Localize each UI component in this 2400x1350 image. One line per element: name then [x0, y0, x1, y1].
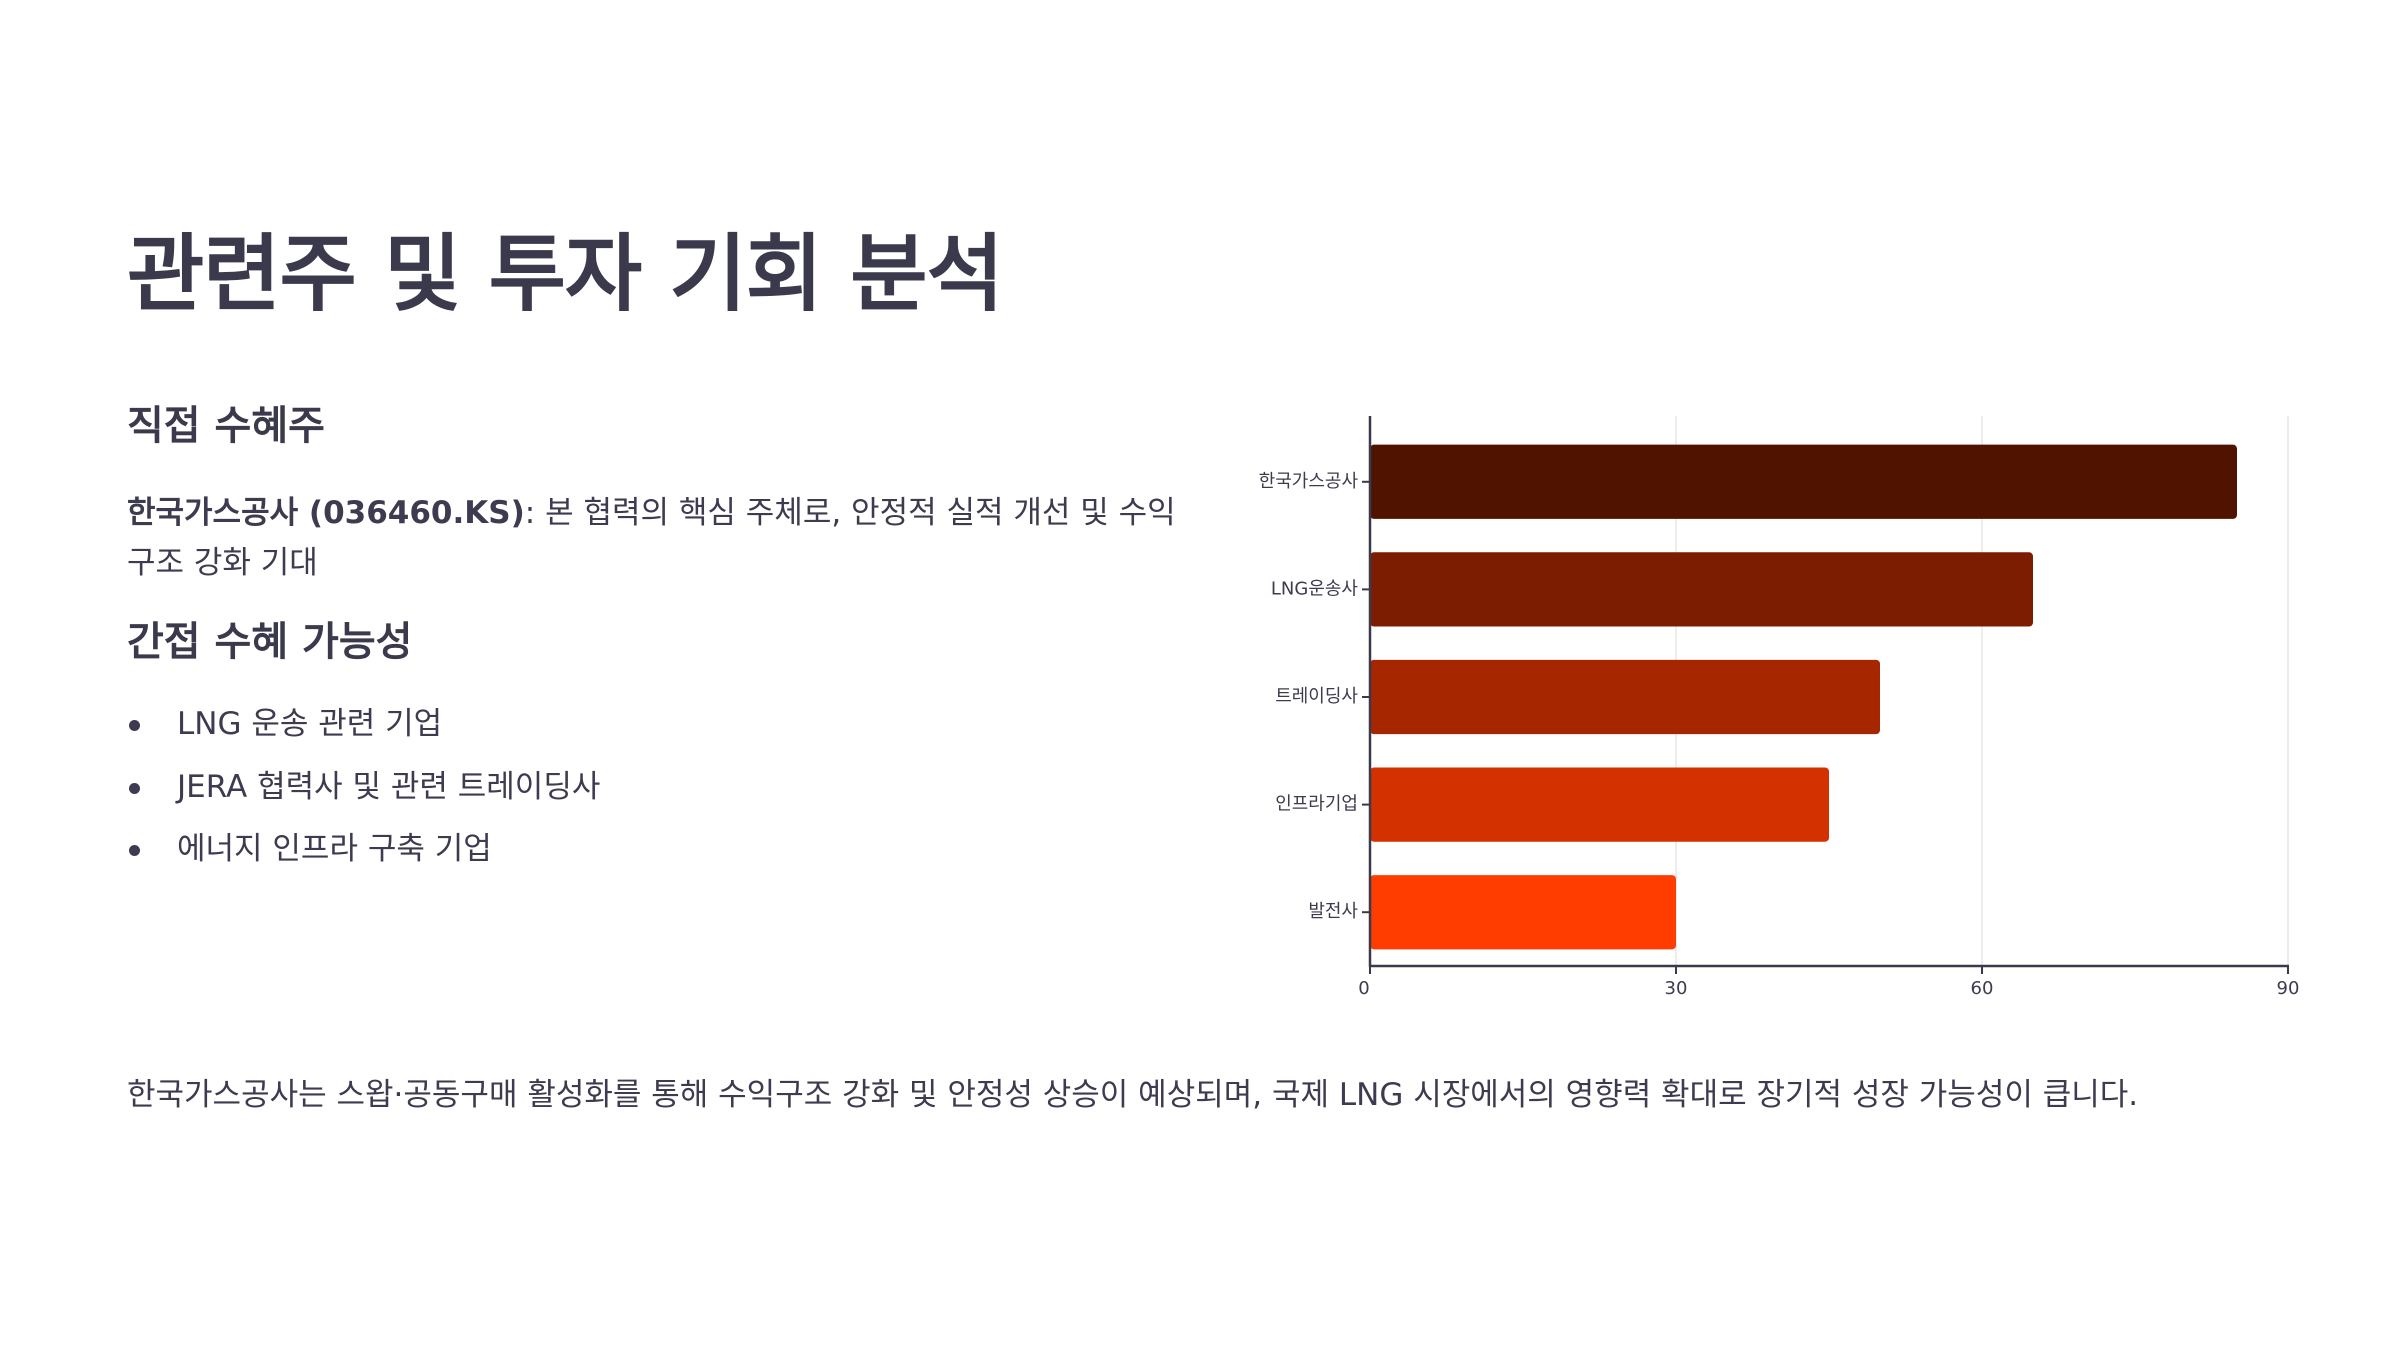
bar: [1370, 875, 1676, 950]
list-item: JERA 협력사 및 관련 트레이딩사: [127, 767, 1187, 807]
indirect-beneficiary-heading: 간접 수혜 가능성: [127, 619, 413, 666]
list-item-text: JERA 협력사 및 관련 트레이딩사: [177, 768, 601, 805]
company-name: 한국가스공사 (036460.KS): [127, 495, 525, 531]
indirect-beneficiary-list: LNG 운송 관련 기업 JERA 협력사 및 관련 트레이딩사 에너지 인프라…: [127, 704, 1187, 869]
direct-beneficiary-heading: 직접 수혜주: [127, 403, 325, 449]
summary-text: 한국가스공사는 스왑·공동구매 활성화를 통해 수익구조 강화 및 안정성 상승…: [127, 1077, 2139, 1113]
page-title: 관련주 및 투자 기회 분석: [127, 225, 1004, 323]
y-tick-label: 트레이딩사: [1275, 686, 1358, 707]
x-tick-label: 0: [1358, 978, 1369, 999]
bar: [1370, 552, 2033, 627]
left-column: 직접 수혜주 한국가스공사 (036460.KS): 본 협력의 핵심 주체로,…: [127, 400, 1187, 891]
list-item: 에너지 인프라 구축 기업: [127, 829, 1187, 869]
bar: [1370, 767, 1829, 842]
bullet-icon: [129, 720, 140, 732]
bullet-icon: [129, 782, 140, 794]
y-tick-label: 한국가스공사: [1259, 471, 1359, 492]
x-tick-label: 30: [1665, 978, 1688, 999]
bar: [1370, 444, 2237, 519]
list-item-text: LNG 운송 관련 기업: [177, 706, 443, 743]
y-tick-label: LNG운송사: [1271, 578, 1359, 599]
bar: [1370, 659, 1880, 735]
x-tick-label: 60: [1971, 978, 1994, 999]
list-item-text: 에너지 인프라 구축 기업: [177, 831, 492, 868]
x-tick-label: 90: [2277, 978, 2300, 999]
direct-beneficiary-text: 한국가스공사 (036460.KS): 본 협력의 핵심 주체로, 안정적 실적…: [127, 488, 1187, 588]
y-tick-label: 인프라기업: [1275, 794, 1358, 815]
company-description: : 본 협력의 핵심 주체로, 안정적 실적 개선 및 수익구조 강화 기대: [127, 495, 1176, 582]
list-item: LNG 운송 관련 기업: [127, 704, 1187, 744]
y-tick-label: 발전사: [1308, 901, 1358, 922]
bullet-icon: [129, 845, 140, 857]
